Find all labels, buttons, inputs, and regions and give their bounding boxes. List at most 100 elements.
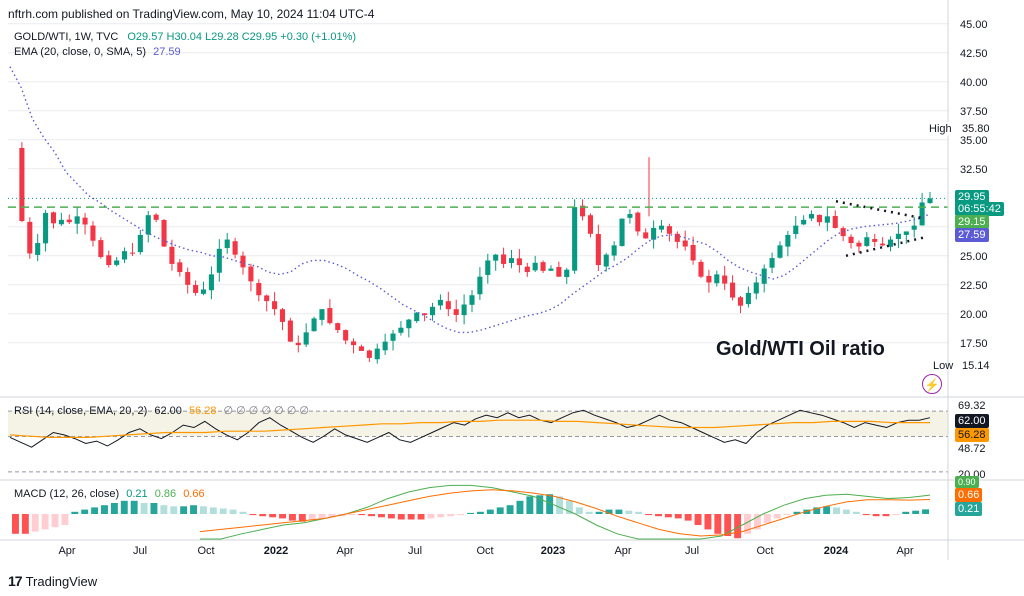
- candle-body: [658, 225, 665, 230]
- macd-histogram-bar: [753, 514, 761, 530]
- candle-body: [374, 348, 380, 360]
- ema-value: 27.59: [153, 46, 181, 58]
- macd-histogram-bar: [842, 509, 850, 514]
- candle-body: [580, 205, 586, 217]
- candle-body: [256, 283, 262, 296]
- macd-histogram-bar: [565, 500, 573, 514]
- rsi-ma-value: 56.28: [188, 405, 217, 417]
- macd-histogram-bar: [269, 514, 277, 518]
- macd-histogram-bar: [892, 514, 900, 516]
- macd-histogram-bar: [91, 507, 99, 514]
- macd-histogram-bar: [625, 510, 633, 514]
- macd-top-tag: 0.90: [955, 476, 979, 488]
- candle-body: [903, 231, 909, 235]
- candle-body: [643, 232, 649, 239]
- wedge-upper-line: [835, 200, 926, 220]
- macd-histogram-bar: [140, 503, 148, 514]
- candle-body: [335, 323, 341, 331]
- candle-body: [793, 225, 799, 235]
- macd-histogram-bar: [110, 503, 118, 514]
- candle-body: [745, 292, 751, 305]
- candle-body: [327, 308, 333, 324]
- macd-histogram-bar: [833, 507, 840, 514]
- macd-histogram-bar: [279, 514, 287, 519]
- macd-histogram-bar: [378, 514, 385, 518]
- level-tag: 29.15: [955, 215, 989, 229]
- candle-body: [651, 227, 657, 240]
- candle-body: [516, 258, 522, 266]
- tradingview-brand[interactable]: 17 TradingView: [8, 573, 97, 589]
- macd-histogram-bar: [239, 511, 247, 514]
- macd-histogram-bar: [526, 496, 534, 514]
- publish-header: nftrh.com published on TradingView.com, …: [8, 7, 375, 21]
- macd-histogram-bar: [496, 507, 504, 514]
- macd-histogram-bar: [902, 511, 910, 514]
- macd-histogram-bar: [21, 514, 29, 534]
- candle-body: [880, 243, 886, 246]
- macd-histogram-bar: [160, 505, 168, 514]
- macd-histogram-bar: [71, 511, 79, 514]
- candle-body: [927, 198, 933, 204]
- candle-body: [919, 202, 925, 226]
- y-tick-label: 42.50: [960, 48, 988, 60]
- macd-line-value: 0.86: [154, 488, 177, 500]
- macd-histogram-bar: [922, 509, 930, 514]
- rsi-ma-tag: 56.28: [955, 428, 989, 442]
- lightning-icon[interactable]: ⚡: [922, 374, 942, 394]
- macd-histogram-bar: [605, 509, 613, 514]
- candle-body: [208, 274, 214, 291]
- y-tick-label: 17.50: [960, 338, 988, 350]
- x-tick-label: 2022: [264, 545, 288, 557]
- candle-body: [169, 246, 175, 264]
- candle-body: [414, 312, 420, 322]
- candle-body: [508, 258, 515, 264]
- y-tick-label: 22.50: [960, 280, 988, 292]
- candle-body: [366, 350, 372, 358]
- x-tick-label: Oct: [476, 545, 493, 557]
- candle-body: [809, 214, 815, 219]
- macd-histogram-bar: [12, 514, 19, 534]
- candle-body: [785, 234, 791, 247]
- rsi-ma-line: [9, 419, 930, 438]
- candle-body: [690, 244, 696, 261]
- rsi-legend: RSI (14, close, EMA, 20, 2) 62.00 56.28 …: [14, 404, 309, 417]
- symbol-legend: GOLD/WTI, 1W, TVC O29.57 H30.04 L29.28 C…: [14, 31, 356, 43]
- macd-histogram-bar: [714, 514, 722, 534]
- candle-body: [524, 266, 530, 273]
- macd-histogram-bar: [724, 514, 732, 536]
- macd-legend: MACD (12, 26, close) 0.21 0.86 0.66: [14, 488, 205, 500]
- candle-body: [390, 333, 396, 341]
- candle-body: [461, 304, 467, 316]
- macd-histogram-bar: [476, 511, 484, 514]
- macd-histogram-bar: [773, 514, 781, 519]
- macd-histogram-bar: [615, 509, 623, 514]
- x-tick-label: 2023: [541, 545, 565, 557]
- macd-histogram-bar: [397, 514, 405, 520]
- macd-histogram-bar: [595, 511, 603, 514]
- macd-histogram-bar: [61, 514, 69, 525]
- candle-series: [19, 142, 933, 364]
- macd-histogram-bar: [180, 506, 188, 514]
- candle-body: [114, 260, 120, 265]
- symbol-label: GOLD/WTI, 1W, TVC: [14, 31, 119, 43]
- macd-signal-line: [199, 489, 931, 537]
- candle-body: [200, 289, 207, 294]
- macd-histogram-bar: [259, 514, 267, 517]
- candle-body: [564, 269, 570, 278]
- candle-body: [303, 332, 309, 345]
- macd-line: [200, 484, 931, 540]
- rsi-top-tag: 69.32: [958, 400, 986, 412]
- low-label: Low: [933, 360, 954, 372]
- candle-body: [224, 239, 230, 248]
- macd-histogram-bar: [486, 509, 494, 514]
- rsi-label: RSI (14, close, EMA, 20, 2): [14, 405, 148, 417]
- rsi-panel: [8, 409, 948, 473]
- candle-body: [587, 215, 593, 234]
- macd-histogram-bar: [328, 514, 336, 518]
- candle-body: [311, 318, 317, 332]
- candle-body: [82, 217, 88, 225]
- macd-histogram-bar: [457, 514, 465, 516]
- macd-histogram-bar: [783, 514, 791, 516]
- macd-histogram-bar: [872, 514, 880, 517]
